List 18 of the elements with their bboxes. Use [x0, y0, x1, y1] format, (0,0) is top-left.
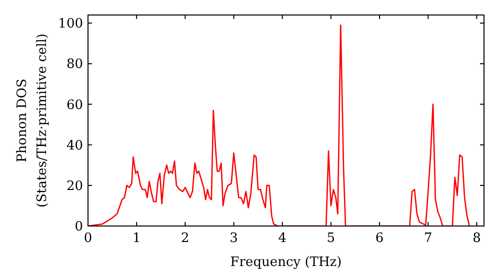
x-tick-label: 7: [424, 231, 432, 246]
x-tick-label: 5: [326, 231, 336, 246]
x-tick-label: 6: [375, 231, 384, 246]
x-tick-label: 2: [181, 231, 190, 246]
x-tick-label: 3: [230, 231, 238, 246]
y-tick-label: 20: [66, 178, 83, 194]
y-axis-title: Phonon DOS (States/THz·primitive cell): [15, 33, 50, 208]
line-series: [88, 24, 470, 226]
y-tick-label: 40: [66, 138, 83, 154]
x-tick-label: 0: [84, 231, 92, 246]
y-tick-label: 100: [58, 16, 83, 32]
x-tick-label: 4: [278, 231, 286, 246]
y-tick-label: 0: [74, 220, 83, 234]
x-axis-title: Frequency (THz): [230, 255, 342, 270]
y-tick-label: 60: [66, 98, 83, 113]
x-tick-label: 1: [132, 231, 141, 246]
x-tick-label: 8: [472, 231, 481, 246]
y-tick-label: 80: [66, 57, 83, 72]
